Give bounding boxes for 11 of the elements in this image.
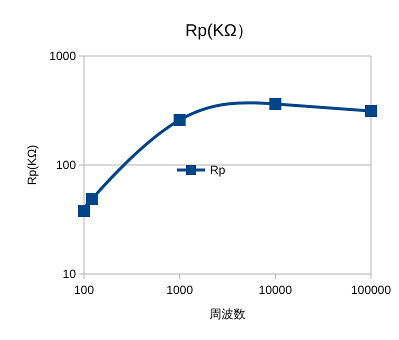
- y-axis-title: Rp(KΩ): [25, 144, 39, 186]
- x-tick-label: 100: [74, 283, 94, 297]
- x-axis-title: 周波数: [210, 307, 246, 321]
- y-tick-label: 1000: [49, 49, 76, 64]
- y-tick-label: 10: [62, 267, 76, 282]
- y-tick-label: 100: [56, 158, 76, 172]
- x-tick-label: 100000: [350, 283, 392, 297]
- legend-label: Rp: [210, 163, 226, 178]
- x-tick-label: 10000: [258, 283, 292, 297]
- x-tick-label: 1000: [166, 283, 194, 297]
- chart-title: Rp(KΩ）: [185, 21, 254, 40]
